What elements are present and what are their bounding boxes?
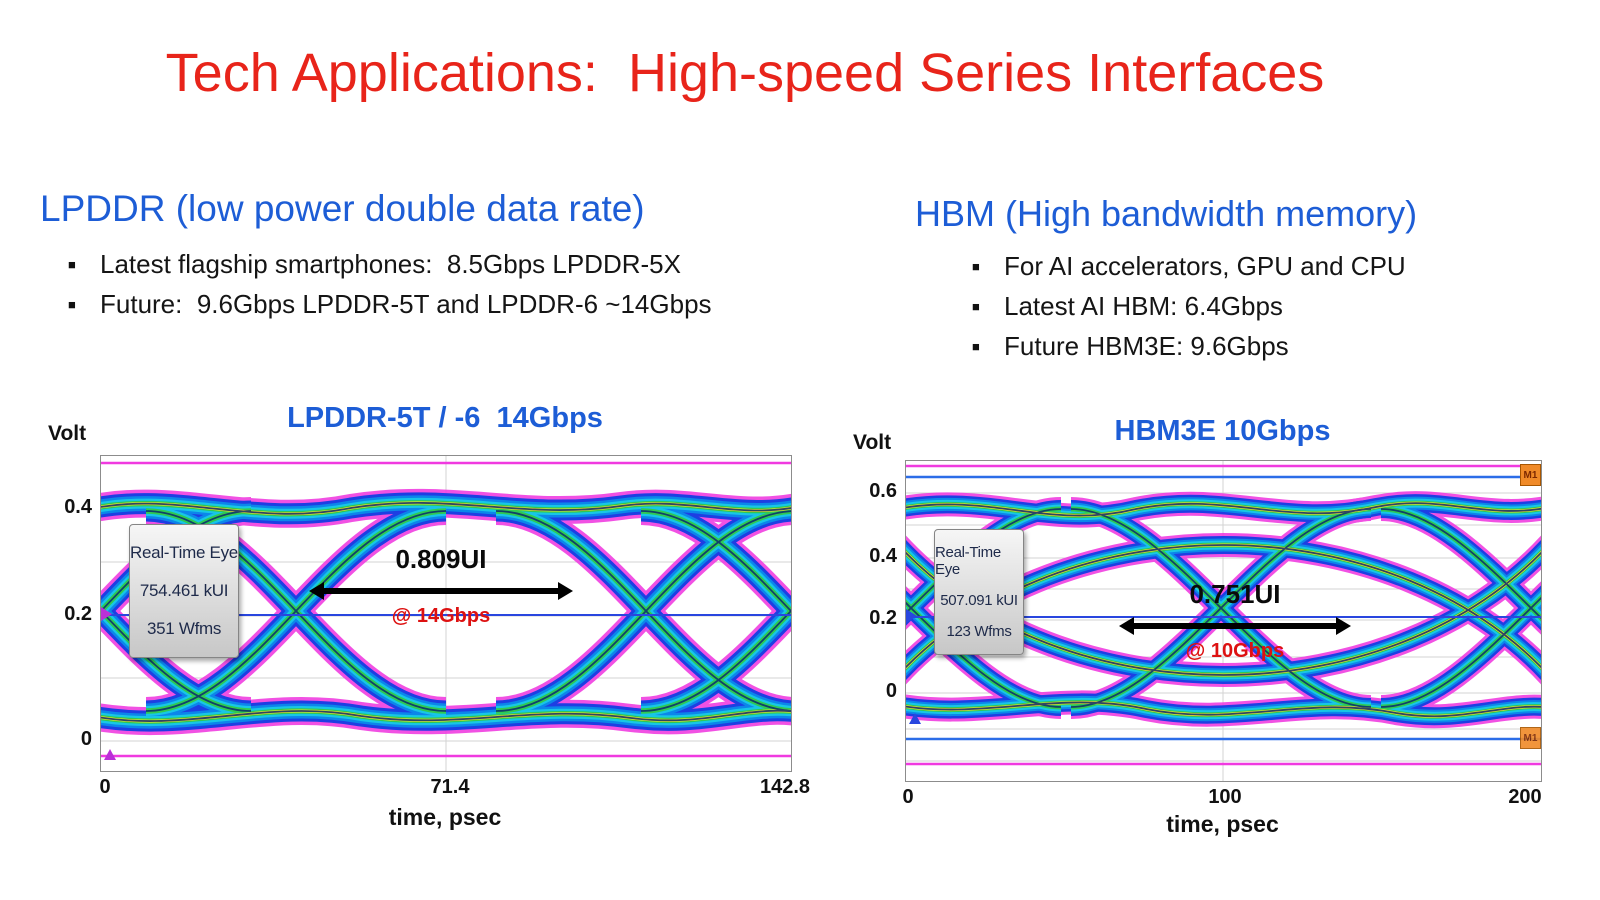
hbm-bullet-list: For AI accelerators, GPU and CPU Latest … (972, 246, 1406, 367)
arrow-shaft (1134, 623, 1336, 629)
arrow-head-left-icon (1119, 617, 1134, 635)
y-axis-title: Volt (853, 431, 892, 454)
eye-readout-title: Real-Time Eye (935, 544, 1001, 578)
x-axis-title: time, psec (388, 804, 502, 830)
eye-width-value: 0.751UI (1189, 579, 1281, 609)
double-arrow (309, 582, 573, 600)
reference-lines (101, 461, 791, 758)
marker-badge-m1-top: M1 (1520, 464, 1541, 486)
eye-readout-wfms: 123 Wfms (946, 623, 1012, 640)
reference-lines (906, 464, 1541, 766)
x-tick-label: 0 (99, 776, 111, 798)
chart-title: LPDDR-5T / -6 14Gbps (287, 402, 603, 434)
bullet-item: Latest flagship smartphones: 8.5Gbps LPD… (68, 244, 712, 285)
marker-badge-m1-bottom: M1 (1520, 727, 1541, 749)
y-tick-label: 0.4 (869, 545, 897, 567)
bullet-item: Latest AI HBM: 6.4Gbps (972, 286, 1406, 327)
arrow-head-right-icon (1336, 617, 1351, 635)
bullet-item: Future HBM3E: 9.6Gbps (972, 326, 1406, 367)
eye-width-annotation: 0.751UI @ 10Gbps (1119, 579, 1351, 663)
cursor-marker-bottom (909, 713, 921, 724)
double-arrow (1119, 617, 1351, 635)
x-tick-label: 100 (1208, 786, 1242, 808)
realtime-eye-readout: Real-Time Eye 754.461 kUI 351 Wfms (129, 524, 239, 658)
cursor-marker-left (906, 609, 917, 623)
plot-area: M1 M1 Real-Time Eye 507.091 kUI 123 Wfms… (905, 460, 1542, 782)
lpddr-chart: LPDDR-5T / -6 14Gbps Volt 0.4 0.2 0 (40, 400, 840, 870)
eye-readout-kui: 507.091 kUI (940, 592, 1018, 609)
x-tick-label: 142.8 (759, 776, 811, 798)
cursor-marker-left (101, 607, 112, 621)
lpddr-heading: LPDDR (low power double data rate) (40, 188, 645, 229)
x-tick-label: 71.4 (430, 776, 470, 798)
cursor-marker-bottom (104, 749, 116, 760)
plot-area: Real-Time Eye 754.461 kUI 351 Wfms 0.809… (100, 455, 792, 772)
eye-width-value: 0.809UI (395, 544, 487, 574)
eye-readout-kui: 754.461 kUI (139, 581, 229, 600)
y-tick-label: 0.2 (64, 603, 92, 625)
eye-readout-wfms: 351 Wfms (146, 619, 222, 638)
y-tick-label: 0.2 (869, 607, 897, 629)
y-axis-title: Volt (48, 422, 87, 445)
bullet-item: Future: 9.6Gbps LPDDR-5T and LPDDR-6 ~14… (68, 284, 712, 325)
x-tick-label: 200 (1508, 786, 1542, 808)
chart-title: HBM3E 10Gbps (1114, 415, 1331, 447)
page-title: Tech Applications: High-speed Series Int… (165, 43, 1325, 103)
x-axis-title: time, psec (1166, 811, 1279, 837)
arrow-head-right-icon (558, 582, 573, 600)
eye-width-annotation: 0.809UI @ 14Gbps (309, 544, 573, 628)
measurement-midline (101, 614, 791, 616)
data-rate-label: @ 14Gbps (391, 605, 491, 627)
y-tick-label: 0.4 (64, 496, 92, 518)
bullet-item: For AI accelerators, GPU and CPU (972, 246, 1406, 287)
lpddr-bullet-list: Latest flagship smartphones: 8.5Gbps LPD… (68, 244, 712, 325)
x-tick-label: 0 (902, 786, 914, 808)
measurement-midline (906, 616, 1541, 618)
realtime-eye-readout: Real-Time Eye 507.091 kUI 123 Wfms (934, 529, 1024, 655)
hbm-chart: HBM3E 10Gbps Volt 0.6 0.4 0.2 0 (845, 405, 1590, 875)
data-rate-label: @ 10Gbps (1185, 640, 1285, 662)
y-tick-label: 0.6 (869, 480, 897, 502)
y-tick-label: 0 (885, 680, 897, 702)
hbm-heading: HBM (High bandwidth memory) (915, 193, 1418, 234)
arrow-head-left-icon (309, 582, 324, 600)
eye-readout-title: Real-Time Eye (130, 543, 238, 562)
arrow-shaft (324, 588, 558, 594)
y-tick-label: 0 (80, 728, 92, 750)
